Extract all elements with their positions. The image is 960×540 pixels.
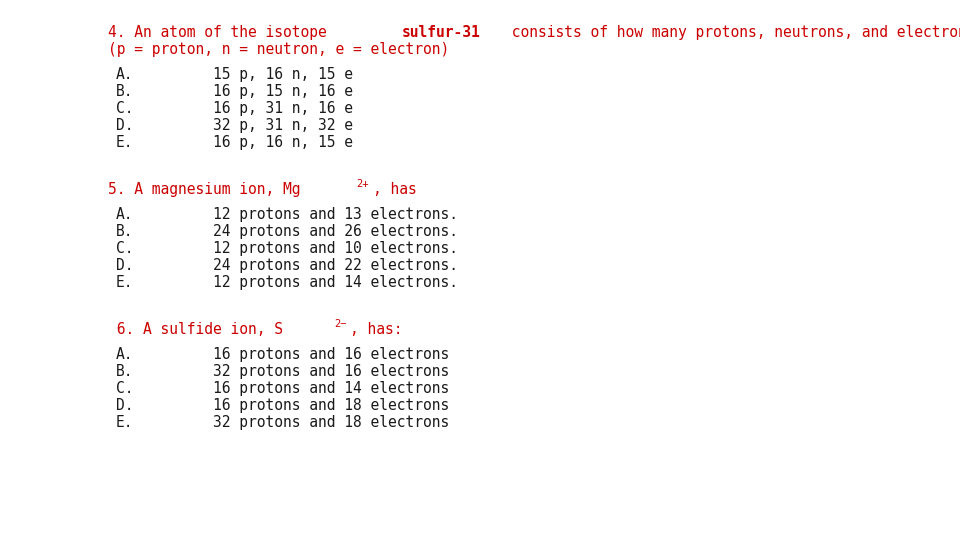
Text: C.: C. bbox=[116, 381, 133, 396]
Text: D.: D. bbox=[116, 398, 133, 413]
Text: sulfur-31: sulfur-31 bbox=[401, 25, 480, 40]
Text: 24 protons and 26 electrons.: 24 protons and 26 electrons. bbox=[213, 224, 458, 239]
Text: D.: D. bbox=[116, 258, 133, 273]
Text: E.: E. bbox=[116, 135, 133, 150]
Text: 2−: 2− bbox=[334, 319, 347, 329]
Text: 32 protons and 16 electrons: 32 protons and 16 electrons bbox=[213, 364, 449, 379]
Text: 16 protons and 16 electrons: 16 protons and 16 electrons bbox=[213, 347, 449, 362]
Text: 16 protons and 14 electrons: 16 protons and 14 electrons bbox=[213, 381, 449, 396]
Text: 12 protons and 10 electrons.: 12 protons and 10 electrons. bbox=[213, 241, 458, 256]
Text: C.: C. bbox=[116, 241, 133, 256]
Text: 5. A magnesium ion, Mg: 5. A magnesium ion, Mg bbox=[108, 182, 300, 197]
Text: 32 protons and 18 electrons: 32 protons and 18 electrons bbox=[213, 415, 449, 430]
Text: 12 protons and 13 electrons.: 12 protons and 13 electrons. bbox=[213, 207, 458, 222]
Text: 24 protons and 22 electrons.: 24 protons and 22 electrons. bbox=[213, 258, 458, 273]
Text: , has: , has bbox=[372, 182, 417, 197]
Text: consists of how many protons, neutrons, and electrons?: consists of how many protons, neutrons, … bbox=[503, 25, 960, 40]
Text: 12 protons and 14 electrons.: 12 protons and 14 electrons. bbox=[213, 275, 458, 290]
Text: A.: A. bbox=[116, 67, 133, 82]
Text: 16 p, 31 n, 16 e: 16 p, 31 n, 16 e bbox=[213, 101, 353, 116]
Text: B.: B. bbox=[116, 364, 133, 379]
Text: E.: E. bbox=[116, 275, 133, 290]
Text: B.: B. bbox=[116, 84, 133, 99]
Text: 32 p, 31 n, 32 e: 32 p, 31 n, 32 e bbox=[213, 118, 353, 133]
Text: D.: D. bbox=[116, 118, 133, 133]
Text: E.: E. bbox=[116, 415, 133, 430]
Text: , has:: , has: bbox=[350, 322, 402, 337]
Text: 16 p, 15 n, 16 e: 16 p, 15 n, 16 e bbox=[213, 84, 353, 99]
Text: 2+: 2+ bbox=[356, 179, 369, 189]
Text: 15 p, 16 n, 15 e: 15 p, 16 n, 15 e bbox=[213, 67, 353, 82]
Text: A.: A. bbox=[116, 347, 133, 362]
Text: 16 p, 16 n, 15 e: 16 p, 16 n, 15 e bbox=[213, 135, 353, 150]
Text: 4. An atom of the isotope: 4. An atom of the isotope bbox=[108, 25, 335, 40]
Text: 16 protons and 18 electrons: 16 protons and 18 electrons bbox=[213, 398, 449, 413]
Text: A.: A. bbox=[116, 207, 133, 222]
Text: B.: B. bbox=[116, 224, 133, 239]
Text: C.: C. bbox=[116, 101, 133, 116]
Text: (p = proton, n = neutron, e = electron): (p = proton, n = neutron, e = electron) bbox=[108, 42, 449, 57]
Text: 6. A sulfide ion, S: 6. A sulfide ion, S bbox=[108, 322, 283, 337]
